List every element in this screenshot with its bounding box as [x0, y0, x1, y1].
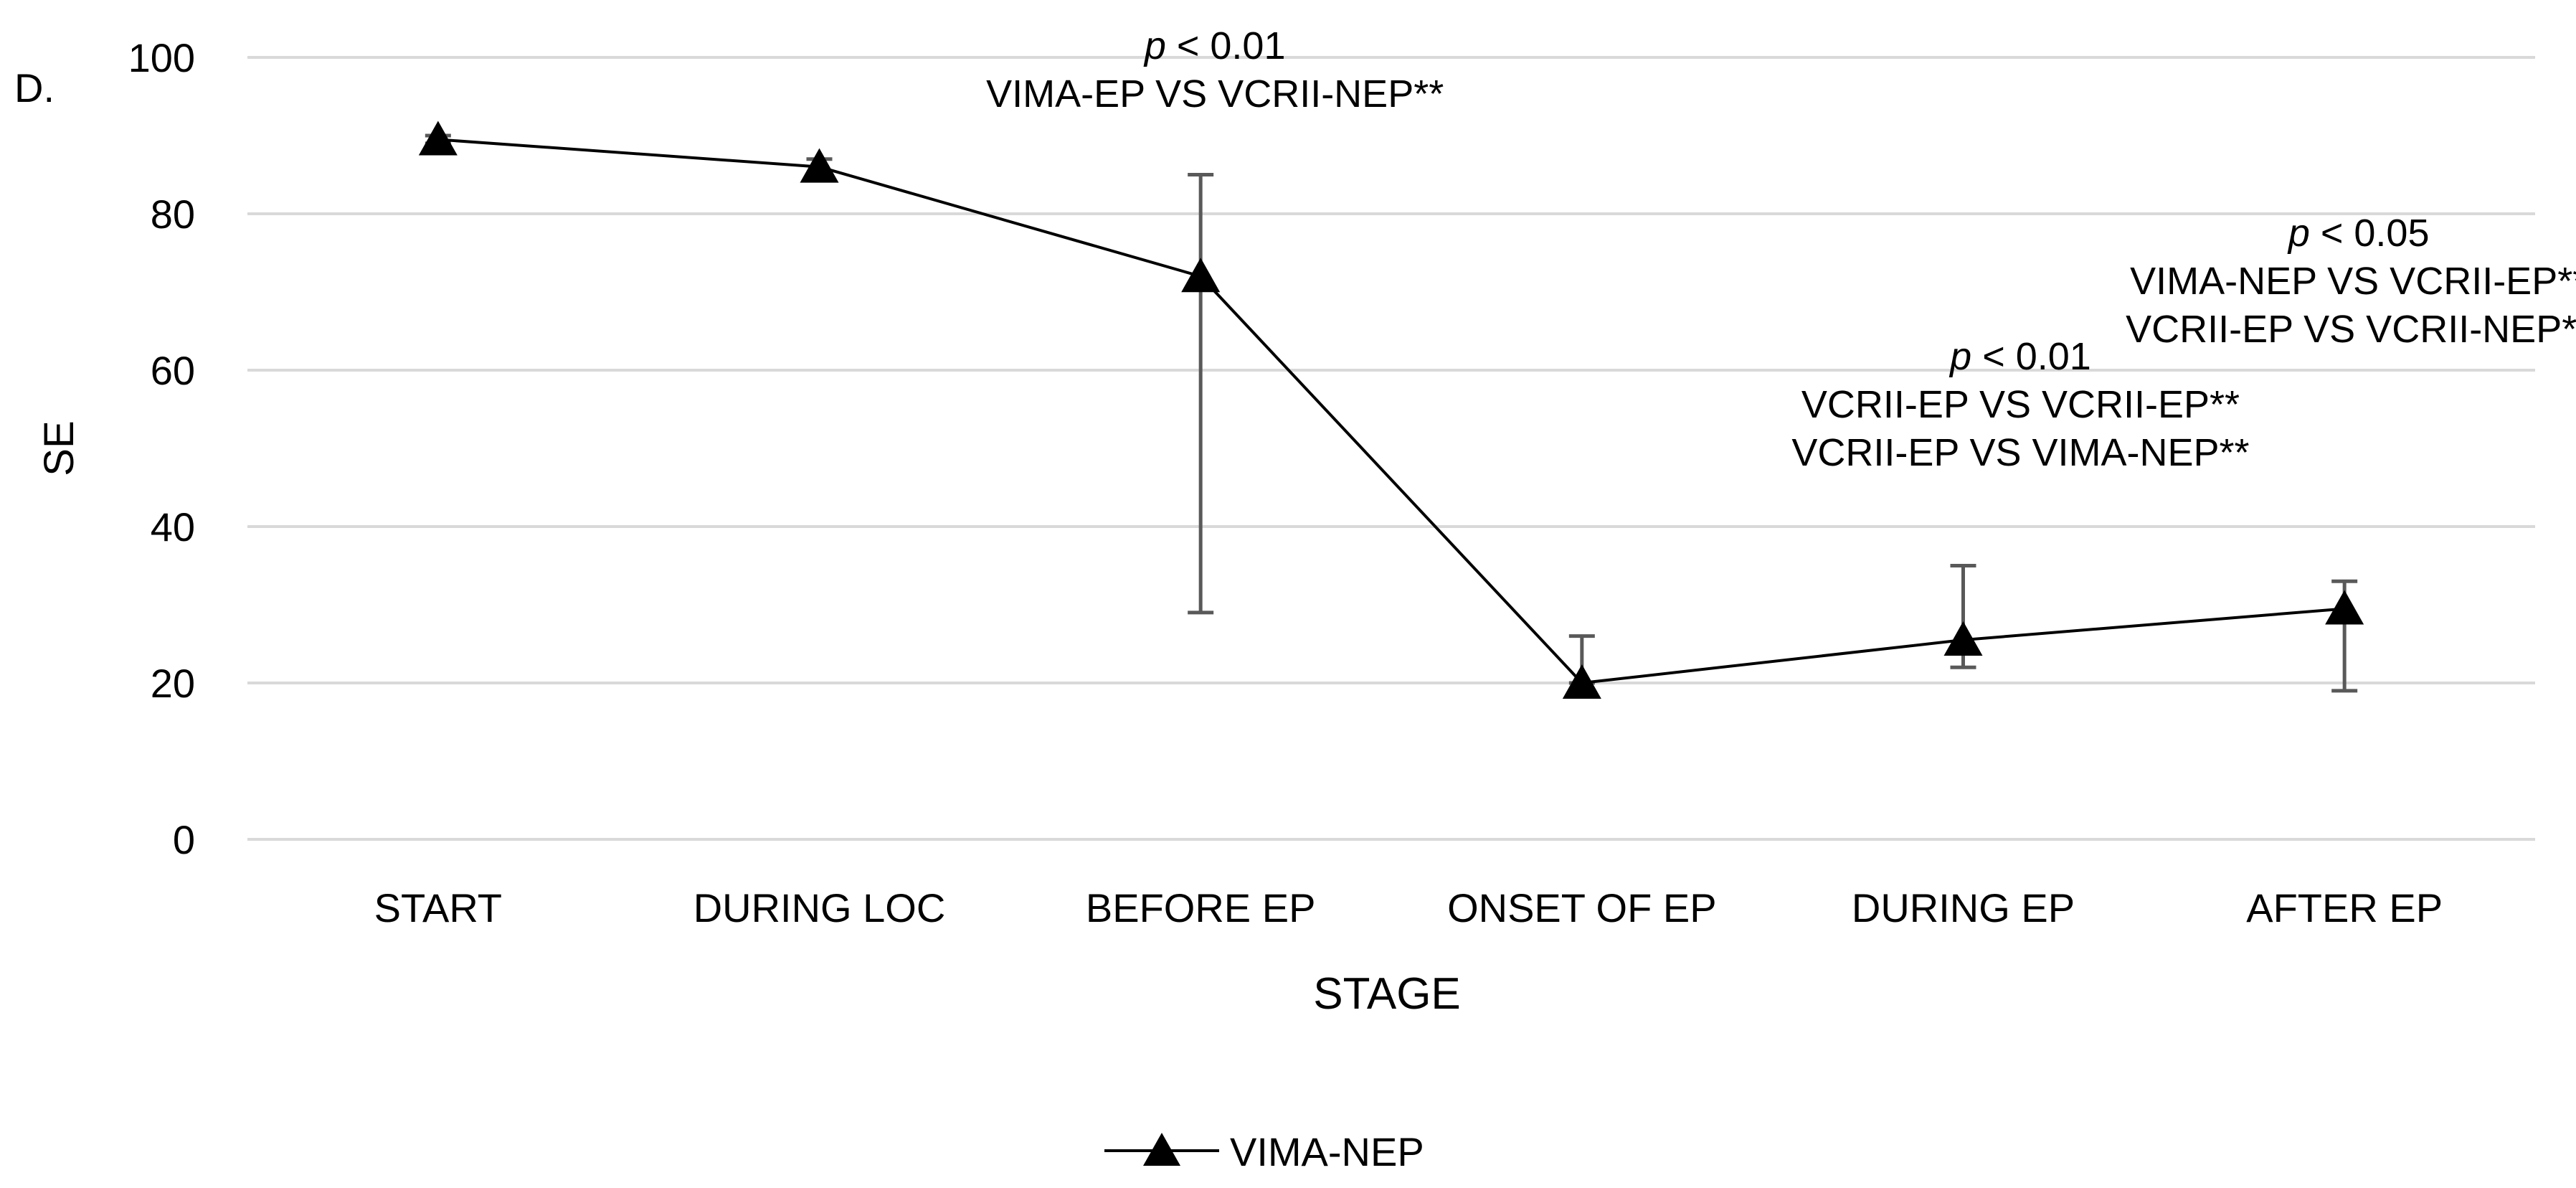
annotation-p-value: < 0.01	[1971, 335, 2091, 378]
annotation-before-ep-line-0: p < 0.01	[1143, 24, 1286, 67]
annotation-during-ep-line-1: VCRII-EP VS VCRII-EP**	[1801, 383, 2240, 426]
y-tick-label-40: 40	[151, 504, 195, 550]
x-tick-label-onset-of-ep: ONSET OF EP	[1447, 885, 1716, 930]
data-point-vima-nep-onset-of-ep	[1562, 664, 1601, 699]
y-tick-label-100: 100	[128, 35, 195, 80]
data-point-vima-nep-after-ep	[2325, 590, 2364, 625]
legend-label: VIMA-NEP	[1230, 1129, 1424, 1174]
data-point-vima-nep-start	[418, 121, 458, 156]
annotation-during-ep-line-0: p < 0.01	[1948, 335, 2091, 378]
annotation-during-ep-line-2: VCRII-EP VS VIMA-NEP**	[1791, 431, 2249, 474]
annotation-p-symbol: p	[2287, 212, 2310, 255]
data-point-vima-nep-during-loc	[800, 148, 839, 183]
x-tick-label-before-ep: BEFORE EP	[1086, 885, 1316, 930]
legend-triangle-marker	[1143, 1133, 1180, 1166]
series-line-vima-nep	[437, 138, 2345, 685]
annotation-p-value: < 0.05	[2310, 212, 2430, 255]
panel-label: D.	[14, 65, 55, 110]
y-tick-labels: 0 20 40 60 80 100	[128, 35, 195, 862]
annotation-p-symbol: p	[1143, 24, 1166, 67]
x-tick-label-after-ep: AFTER EP	[2246, 885, 2443, 930]
annotations: p < 0.01 VIMA-EP VS VCRII-NEP** p < 0.01 VC…	[986, 24, 2576, 474]
data-point-vima-nep-during-ep	[1943, 621, 1983, 656]
x-tick-label-during-ep: DURING EP	[1852, 885, 2075, 930]
series-lines	[437, 138, 2345, 685]
annotation-after-ep-line-2: VCRII-EP VS VCRII-NEP**	[2126, 308, 2576, 351]
y-tick-label-20: 20	[151, 661, 195, 706]
annotation-after-ep-line-0: p < 0.05	[2287, 212, 2430, 255]
annotation-p-symbol: p	[1948, 335, 1971, 378]
y-tick-label-60: 60	[151, 348, 195, 393]
x-tick-label-start: START	[374, 885, 502, 930]
x-tick-label-during-loc: DURING LOC	[693, 885, 946, 930]
series-markers	[418, 121, 2364, 699]
legend: VIMA-NEP	[1104, 1129, 1424, 1174]
annotation-after-ep-line-1: VIMA-NEP VS VCRII-EP**	[2130, 260, 2576, 303]
y-tick-label-80: 80	[151, 192, 195, 237]
x-tick-labels: START DURING LOC BEFORE EP ONSET OF EP DURIN…	[374, 885, 2443, 930]
y-axis-title: SE	[36, 420, 82, 476]
annotation-before-ep-line-1: VIMA-EP VS VCRII-NEP**	[986, 72, 1444, 116]
x-axis-title: STAGE	[1313, 969, 1461, 1019]
y-tick-label-0: 0	[173, 817, 195, 862]
gridlines	[247, 56, 2535, 841]
annotation-p-value: < 0.01	[1166, 24, 1286, 67]
data-point-vima-nep-before-ep	[1181, 258, 1221, 293]
